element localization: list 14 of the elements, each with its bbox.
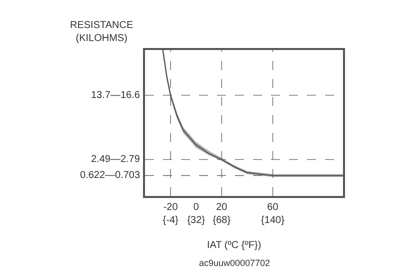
- y-axis-title: RESISTANCE (KILOHMS): [70, 20, 134, 44]
- x-tick-label: -20: [163, 202, 178, 213]
- x-tick-label: 60: [267, 202, 279, 213]
- x2-tick-label: {-4}: [162, 215, 179, 226]
- x-tick-label: 20: [216, 202, 228, 213]
- x2-tick-label: {32}: [187, 215, 206, 226]
- ref-line-label: 0.622—0.703: [80, 170, 140, 181]
- x2-tick-label: {140}: [261, 215, 286, 226]
- ref-line-label: 2.49—2.79: [91, 154, 140, 165]
- text: ac9uuw00007702: [199, 258, 270, 268]
- x-axis-title: IAT (ºC {ºF}): [207, 240, 262, 251]
- ref-line-label: 13.7—16.6: [91, 90, 140, 101]
- x-tick-label: 0: [193, 202, 200, 213]
- x2-tick-label: {68}: [212, 215, 232, 226]
